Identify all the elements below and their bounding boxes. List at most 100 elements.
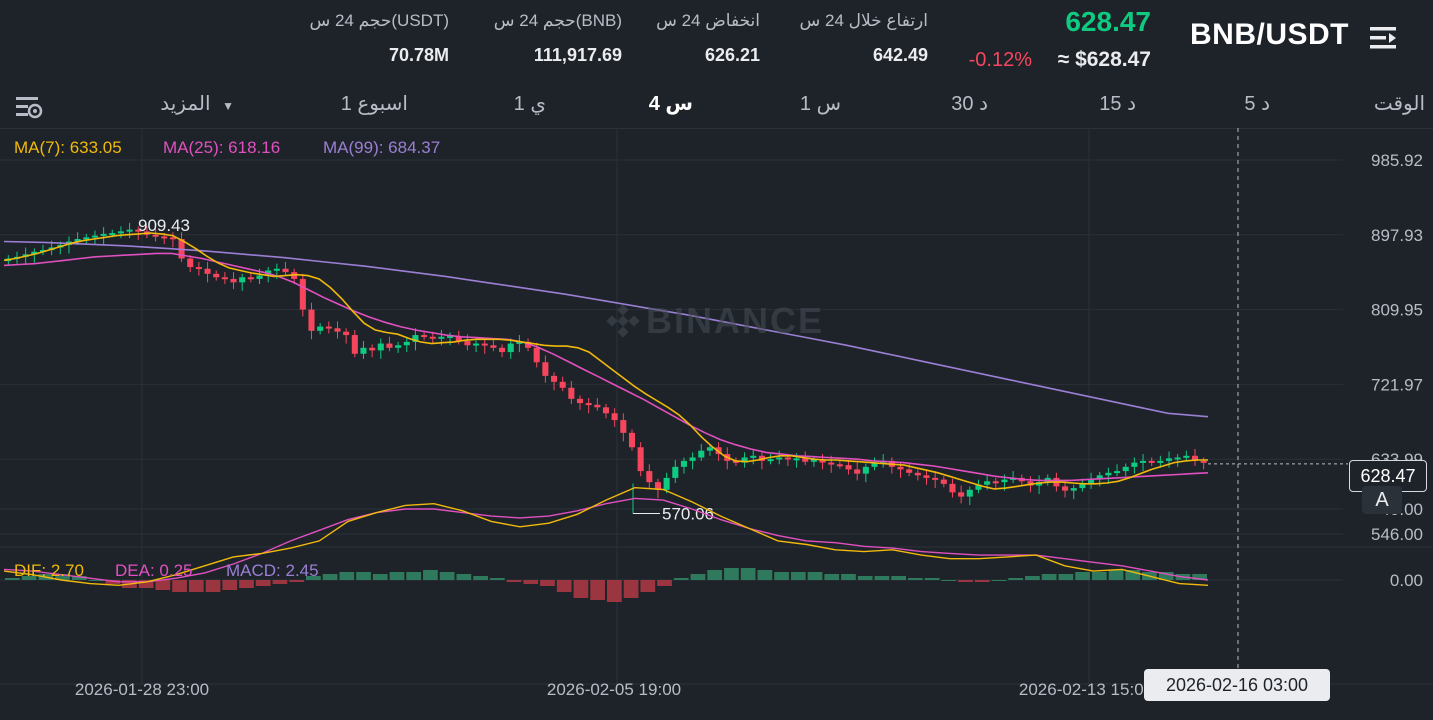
candle-body [1105,472,1112,476]
stat-high-value: 642.49 [872,45,928,65]
candle-body [914,472,921,476]
candle-body [369,347,376,351]
candle-body [568,387,575,399]
macd-histogram-bar [807,572,823,580]
candle-body [689,457,696,461]
candle-body [750,455,757,458]
candle-body [819,459,826,463]
candle-body [525,341,532,348]
tab-1h[interactable]: 1 س [799,93,841,115]
candle-body [169,237,176,240]
candle-body [533,347,540,363]
candle-body [325,326,332,329]
candle-body [239,277,246,283]
candle-body [1157,460,1164,463]
candle-body [550,375,558,382]
menu-icon[interactable] [1367,22,1399,54]
change-percent: -0.12% [968,49,1032,71]
auto-scale-button[interactable]: A [1362,486,1402,514]
macd-histogram-bar [924,578,940,580]
legend-dif: DIF: 2.70 [14,561,84,580]
candle-body [481,343,488,346]
tab-5m[interactable]: 5 د [1244,93,1270,115]
macd-histogram-bar [423,570,438,580]
macd-histogram-bar [1158,572,1174,580]
tab-1w[interactable]: 1 اسبوع [340,93,408,115]
macd-histogram-bar [1025,576,1040,580]
legend-ma99: MA(99): 684.37 [323,138,441,157]
chart-settings-icon[interactable] [14,94,44,120]
candle-body [680,460,687,467]
macd-histogram-bar [523,580,539,584]
candle-body [1096,475,1103,480]
macd-histogram-bar [105,580,121,584]
candle-body [308,309,315,331]
macd-histogram-bar [891,576,906,580]
trading-pair[interactable]: BNB/USDT [1190,18,1349,51]
candle-body [100,233,107,236]
tab-4h[interactable]: 4 س [648,93,693,115]
last-price: 628.47 [1065,6,1151,37]
candle-body [992,481,999,484]
macd-histogram-bar [71,576,87,580]
candle-body [594,404,601,408]
candle-body [83,237,90,240]
macd-histogram-bar [506,580,522,582]
stat-low-value: 626.21 [704,45,760,65]
candle-body [403,341,410,346]
macd-histogram-bar [1125,570,1141,580]
candle-body [732,460,739,463]
candle-body [299,278,306,310]
x-tick-label: 2026-01-28 23:00 [75,680,209,699]
macd-histogram-bar [88,580,104,581]
candle-body [1200,460,1207,463]
macd-histogram-bar [707,570,723,580]
ma25-line [3,252,1209,482]
macd-histogram-bar [724,568,739,580]
macd-histogram-bar [372,574,388,580]
candle-body [559,381,566,388]
macd-histogram-bar [556,580,572,592]
macd-histogram-bar [255,580,271,586]
candle-body [230,278,237,283]
tab-1d[interactable]: 1 ي [513,93,546,115]
candle-body [784,457,791,460]
candle-body [455,335,462,342]
candle-body [473,343,480,346]
macd-histogram-bar [908,578,923,580]
candle-body [334,328,341,332]
stat-volume-bnb-label: حجم 24 س(BNB) [493,11,622,30]
macd-histogram-bar [623,580,639,598]
candle-body [447,335,454,338]
candle-body [395,345,402,348]
candle-body [932,477,939,480]
macd-histogram-bar [21,576,37,580]
candle-body [1088,479,1095,484]
macd-histogram-bar [690,574,706,580]
tab-time[interactable]: الوقت [1373,93,1425,115]
macd-histogram-bar [1058,574,1074,580]
macd-histogram-bar [473,576,488,580]
candle-body [741,457,748,463]
candle-body [273,268,280,271]
macd-histogram-bar [740,568,756,580]
candle-body [135,229,142,232]
candle-body [1036,482,1043,486]
candle-body [940,479,947,484]
candle-body [862,466,869,474]
crosshair-time-tag: 2026-02-16 03:00 [1144,669,1330,701]
tab-more[interactable]: المزيد ▼ [160,91,234,116]
caret-down-icon: ▼ [222,99,234,113]
tab-15m[interactable]: 15 د [1099,93,1136,115]
price-chart[interactable]: 985.92897.93809.95721.97633.99546.000.00… [0,128,1433,720]
macd-histogram-bar [590,580,605,600]
candle-body [1001,479,1008,483]
candle-body [282,268,289,273]
macd-histogram-bar [607,580,622,602]
tab-30m[interactable]: 30 د [951,93,988,115]
macd-histogram-bar [573,580,589,598]
candle-body [984,481,991,485]
candle-body [204,268,211,274]
more-label: المزيد [160,93,211,115]
candle-body [386,343,393,348]
